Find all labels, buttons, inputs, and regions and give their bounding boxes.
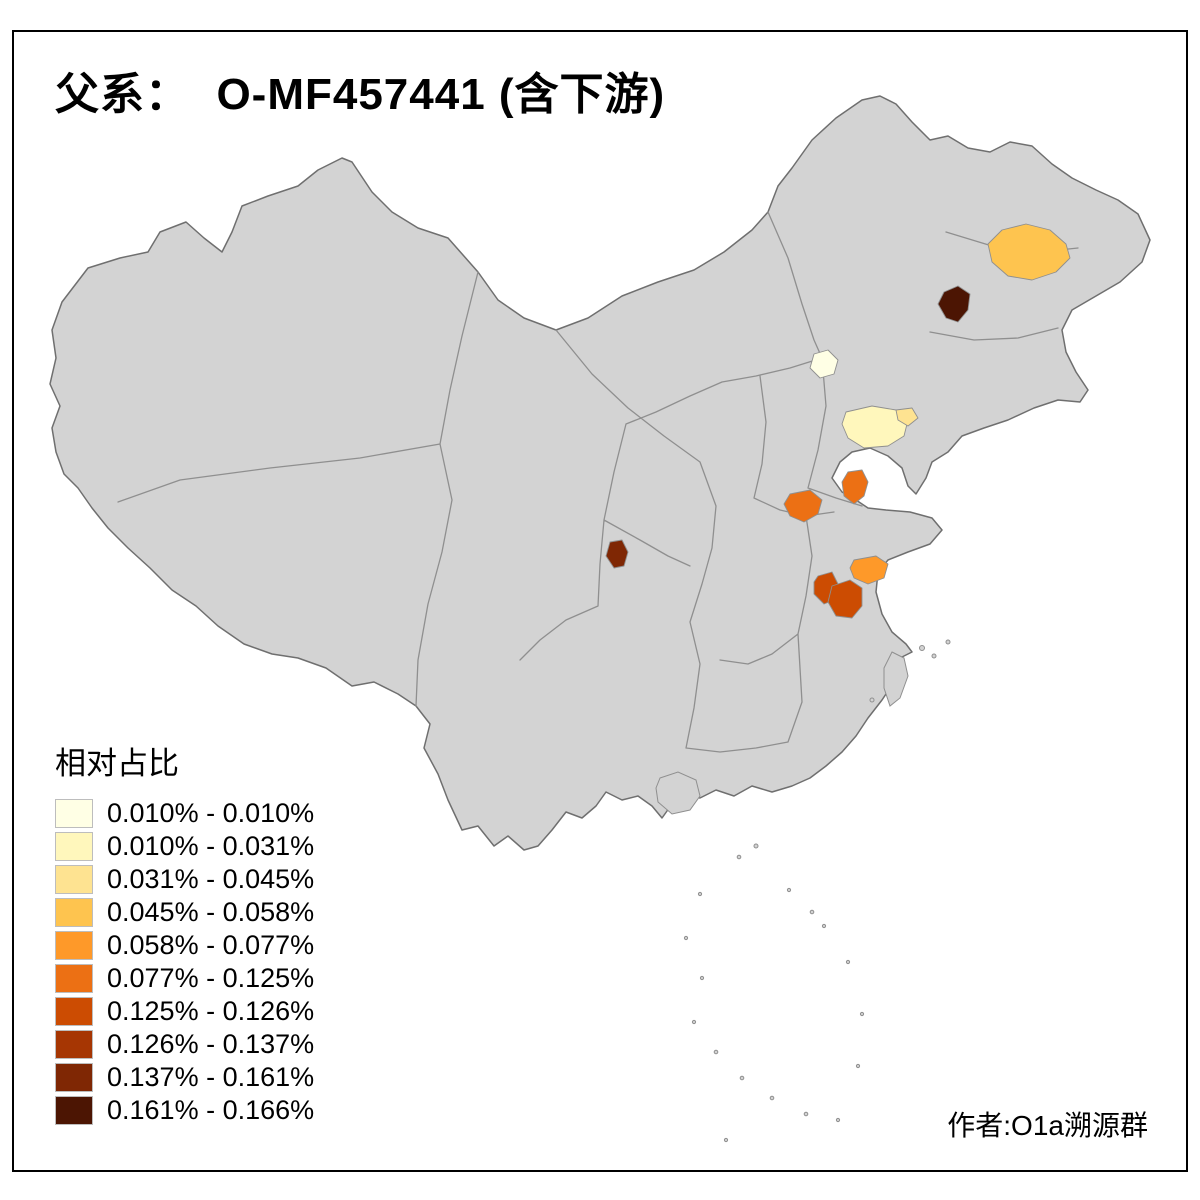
legend-swatch (55, 1030, 93, 1059)
legend-item: 0.058% - 0.077% (55, 930, 315, 960)
legend-item: 0.010% - 0.010% (55, 798, 315, 828)
region-northeast-light (987, 223, 1071, 281)
small-island (769, 1095, 775, 1101)
small-island (753, 843, 759, 849)
small-island (786, 887, 792, 893)
region-shandong-pale (841, 405, 909, 449)
legend-swatch (55, 964, 93, 993)
small-island (697, 891, 703, 897)
region-shandong-east (895, 407, 919, 427)
small-island (691, 1019, 697, 1025)
small-island (919, 645, 925, 651)
small-island (723, 1137, 729, 1143)
legend-swatch (55, 997, 93, 1026)
small-island (855, 1063, 861, 1069)
legend-swatch (55, 898, 93, 927)
small-island (931, 653, 937, 659)
legend-swatch (55, 832, 93, 861)
small-island (713, 1049, 719, 1055)
legend-item: 0.125% - 0.126% (55, 996, 315, 1026)
legend-item: 0.137% - 0.161% (55, 1062, 315, 1092)
legend-swatch (55, 1063, 93, 1092)
legend-swatch (55, 799, 93, 828)
small-island (683, 935, 689, 941)
small-island (699, 975, 705, 981)
legend-title: 相对占比 (55, 746, 179, 781)
small-island (869, 697, 875, 703)
islands-group (655, 639, 951, 1143)
small-island (736, 854, 742, 860)
region-chongqing-dark (605, 539, 629, 569)
mainland (49, 95, 1151, 851)
legend-label: 0.125% - 0.126% (107, 996, 315, 1026)
legend-label: 0.161% - 0.166% (107, 1095, 315, 1125)
region-south-right (827, 579, 863, 619)
region-jiangsu-orange (841, 469, 869, 505)
legend-item: 0.045% - 0.058% (55, 897, 315, 927)
attribution: 作者:O1a溯源群 (947, 1110, 1148, 1141)
region-beijing-pale (809, 349, 839, 379)
page-title: 父系： O-MF457441 (含下游) (55, 70, 666, 119)
hainan-island (655, 771, 701, 815)
legend-swatch (55, 1096, 93, 1125)
legend-item: 0.077% - 0.125% (55, 963, 315, 993)
legend-label: 0.126% - 0.137% (107, 1029, 315, 1059)
small-island (821, 923, 827, 929)
legend-label: 0.031% - 0.045% (107, 864, 315, 894)
legend-item: 0.161% - 0.166% (55, 1095, 315, 1125)
small-island (809, 909, 815, 915)
legend-swatch (55, 865, 93, 894)
legend-label: 0.010% - 0.031% (107, 831, 315, 861)
legend-item: 0.010% - 0.031% (55, 831, 315, 861)
legend-label: 0.010% - 0.010% (107, 798, 315, 828)
small-island (859, 1011, 865, 1017)
taiwan-island (883, 651, 909, 707)
legend-item: 0.031% - 0.045% (55, 864, 315, 894)
small-island (845, 959, 851, 965)
legend-item: 0.126% - 0.137% (55, 1029, 315, 1059)
small-island (945, 639, 951, 645)
region-hubei-orange (783, 489, 823, 523)
legend-label: 0.058% - 0.077% (107, 930, 315, 960)
province-borders (117, 211, 1079, 753)
legend-swatch (55, 931, 93, 960)
region-northeast-dark (937, 285, 971, 323)
small-island (803, 1111, 809, 1117)
legend: 相对占比 0.010% - 0.010% 0.010% - 0.031% 0.0… (55, 738, 314, 1129)
region-shanghai-orange (849, 555, 889, 585)
legend-label: 0.045% - 0.058% (107, 897, 315, 927)
legend-label: 0.137% - 0.161% (107, 1062, 315, 1092)
legend-label: 0.077% - 0.125% (107, 963, 315, 993)
small-island (739, 1075, 745, 1081)
small-island (835, 1117, 841, 1123)
